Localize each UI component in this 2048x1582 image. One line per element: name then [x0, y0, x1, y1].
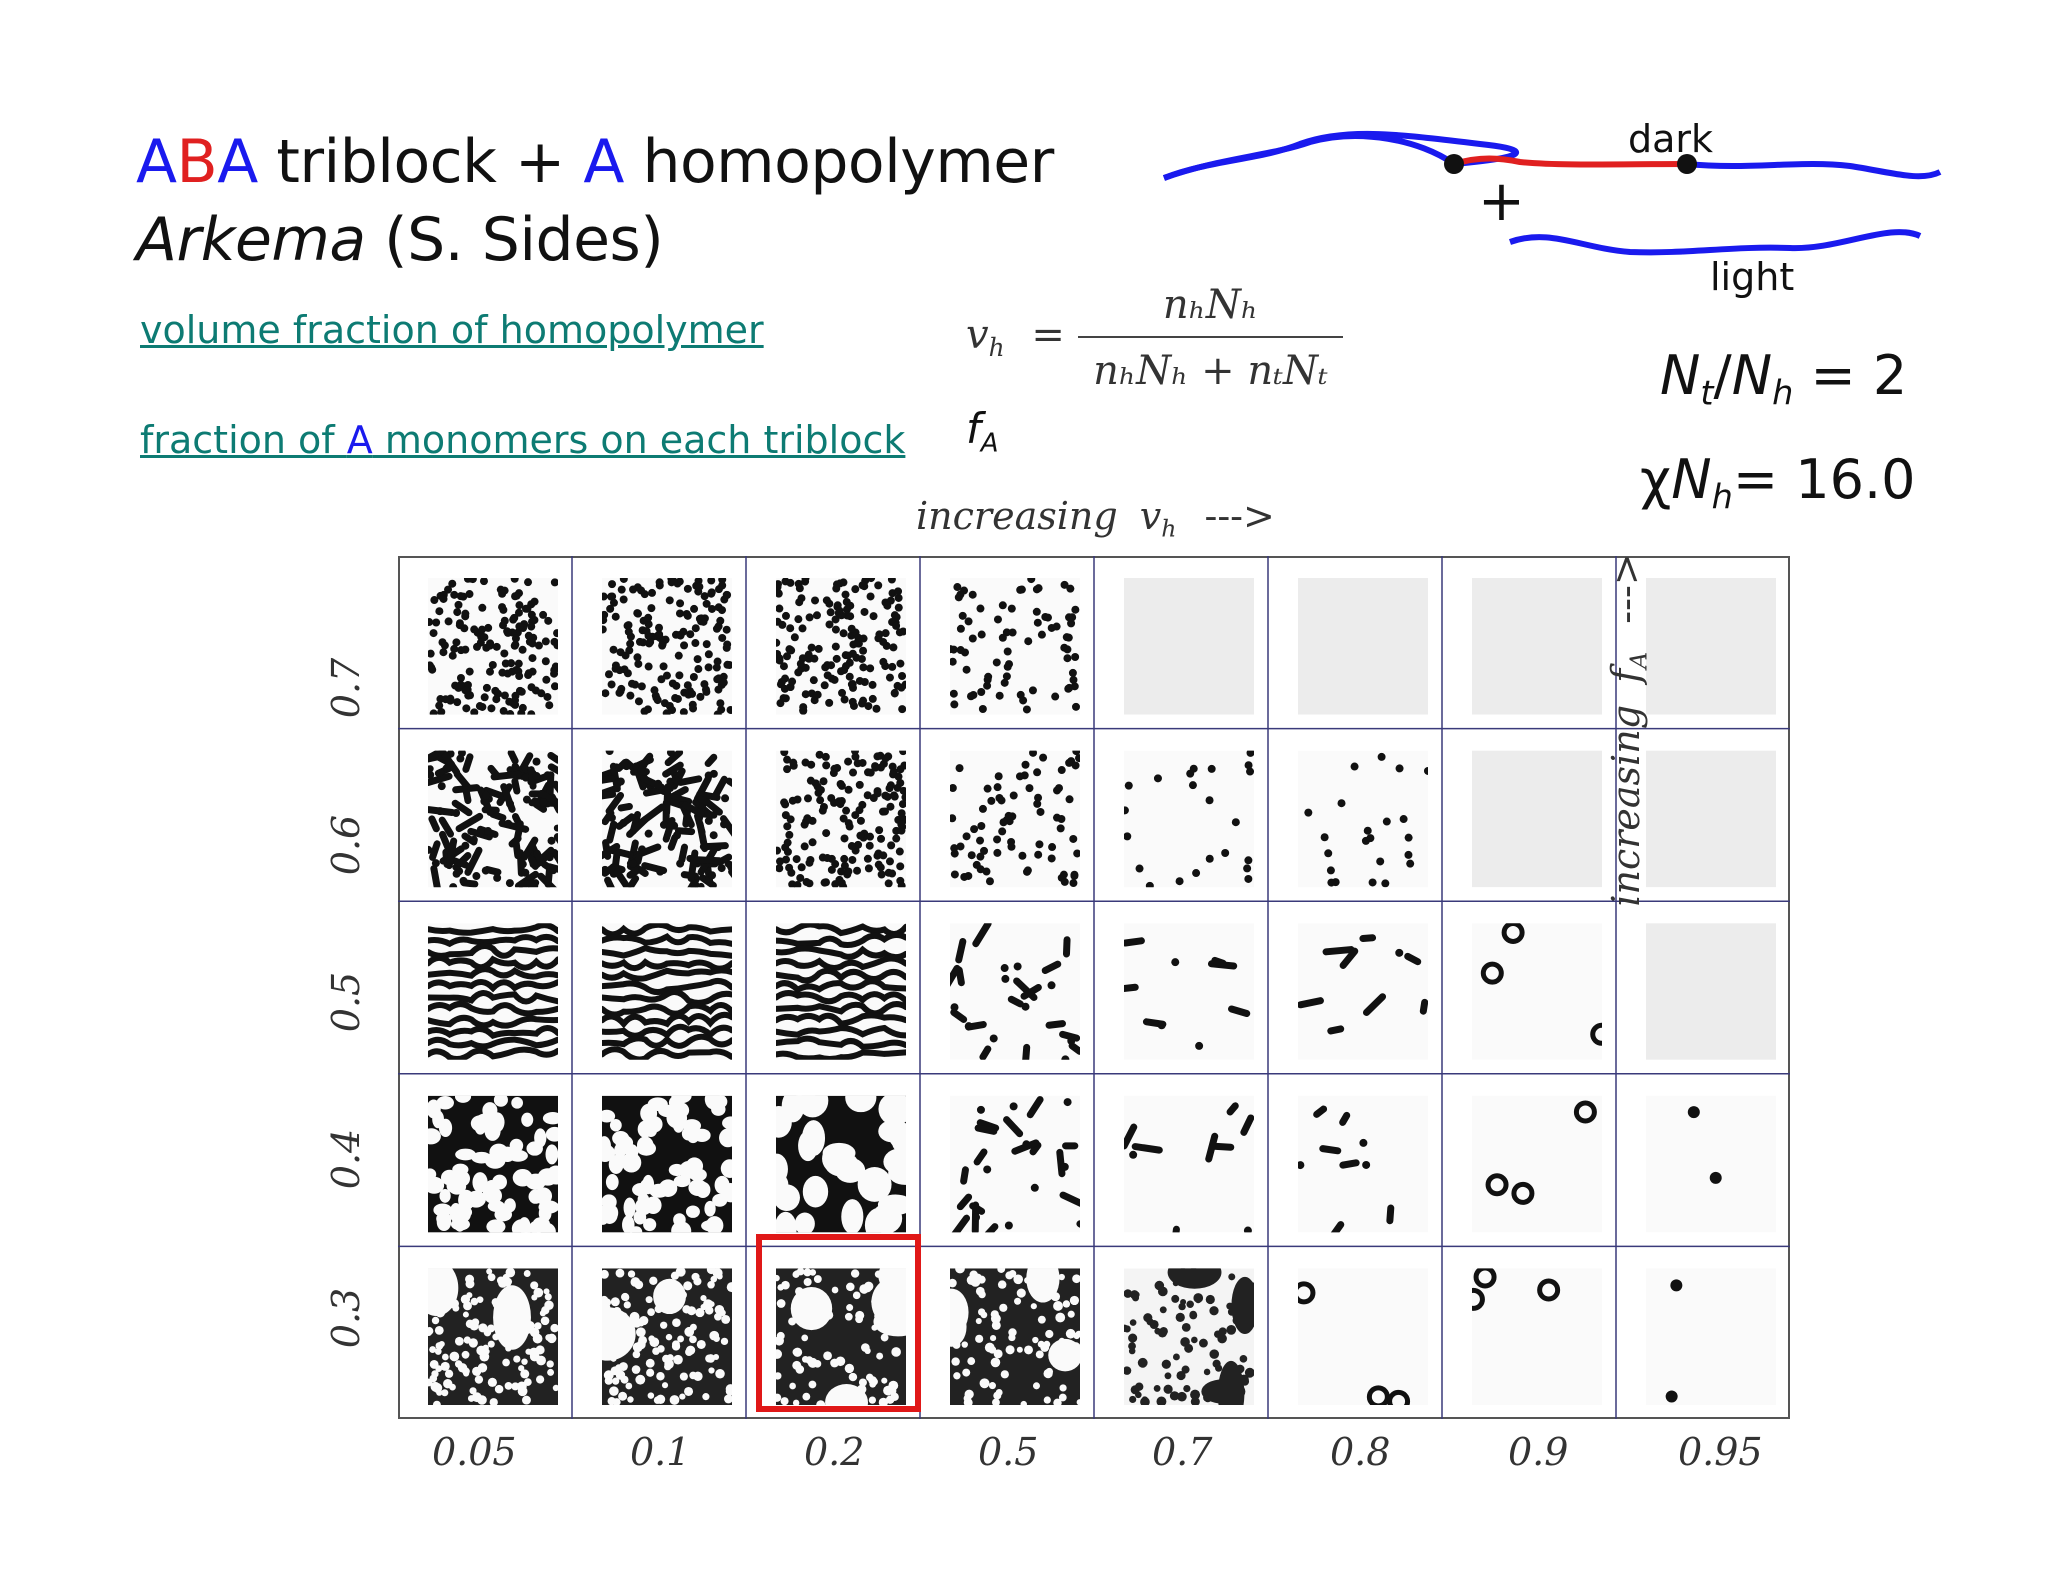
x-tick-2: 0.2 — [804, 1430, 865, 1474]
morphology-cell-r4-c1 — [602, 1268, 732, 1406]
morphology-cell-r1-c6 — [1472, 750, 1602, 888]
triblock-A-right-block — [1686, 161, 1942, 180]
equation-denominator: nₕNₕ + nₜNₜ — [1093, 348, 1328, 394]
x-tick-0: 0.05 — [432, 1430, 517, 1474]
title-line-1: ABA triblock + A homopolymer — [136, 127, 1054, 197]
junction-point-right — [1677, 154, 1697, 174]
morphology-cell-r3-c0 — [428, 1095, 558, 1233]
equation-lhs: vh = — [966, 312, 1065, 362]
equation-numerator: nₕNₕ — [1162, 282, 1259, 328]
length-ratio: Nt/Nh = 2 — [1660, 344, 1908, 413]
morphology-cell-r3-c1 — [602, 1095, 732, 1233]
morphology-cell-r4-c5 — [1298, 1268, 1428, 1406]
morphology-cell-r2-c0 — [428, 923, 558, 1060]
morphology-cell-r1-c3 — [950, 750, 1080, 888]
morphology-cell-r1-c2 — [776, 750, 906, 888]
junction-point-left — [1444, 154, 1464, 174]
morphology-cell-r1-c4 — [1124, 750, 1254, 888]
triblock-A-left-path — [1162, 133, 1456, 181]
morphology-cell-r2-c4 — [1124, 923, 1254, 1060]
morphology-cell-r4-c6 — [1472, 1268, 1602, 1405]
top-axis-label: increasing vh ---> — [916, 494, 1275, 543]
homopolymer-chain — [1509, 229, 1922, 256]
chi-parameter: χNh= 16.0 — [1640, 448, 1916, 517]
morphology-cell-r4-c0 — [428, 1268, 558, 1406]
x-tick-3: 0.5 — [978, 1430, 1039, 1474]
morphology-cell-r2-c1 — [602, 923, 732, 1060]
polymer-schematic: dark light + — [1162, 117, 1942, 299]
x-tick-1: 0.1 — [630, 1430, 691, 1474]
x-tick-4: 0.7 — [1152, 1430, 1213, 1474]
morphology-cell-r0-c2 — [776, 578, 906, 715]
plus-sign: + — [1478, 169, 1525, 234]
morphology-cell-r3-c7 — [1646, 1095, 1776, 1233]
y-tick-1: 0.6 — [324, 814, 368, 876]
y-tick-4: 0.3 — [324, 1287, 368, 1349]
morphology-cell-r0-c6 — [1472, 578, 1602, 715]
light-label: light — [1710, 255, 1794, 299]
morphology-cell-r0-c7 — [1646, 578, 1776, 715]
morphology-cell-r3-c6 — [1472, 1095, 1602, 1233]
morphology-cell-r0-c1 — [602, 578, 732, 715]
morphology-cell-r2-c2 — [776, 923, 906, 1060]
morphology-cell-r3-c3 — [950, 1095, 1080, 1233]
morphology-cell-r2-c7 — [1646, 923, 1776, 1060]
title-line-2: Arkema (S. Sides) — [136, 205, 664, 275]
fraction-bar — [1078, 336, 1343, 338]
fA-symbol: fA — [966, 404, 999, 459]
y-tick-2: 0.5 — [324, 971, 368, 1033]
morphology-cell-r1-c5 — [1298, 750, 1428, 888]
fraction-A-link[interactable]: fraction of A monomers on each triblock — [140, 418, 906, 462]
morphology-cell-r0-c5 — [1298, 578, 1428, 715]
morphology-cell-r2-c3 — [950, 923, 1080, 1060]
dark-label: dark — [1628, 117, 1713, 161]
morphology-cell-r2-c6 — [1472, 923, 1602, 1060]
highlighted-cell[interactable] — [756, 1234, 921, 1412]
triblock-B-block — [1453, 155, 1688, 168]
morphology-cell-r3-c4 — [1124, 1095, 1254, 1233]
y-tick-3: 0.4 — [324, 1128, 368, 1190]
morphology-cell-r4-c7 — [1646, 1268, 1776, 1405]
morphology-cell-r0-c3 — [950, 578, 1080, 715]
morphology-cell-r3-c2 — [776, 1095, 906, 1233]
morphology-cell-r1-c7 — [1646, 750, 1776, 888]
volume-fraction-link[interactable]: volume fraction of homopolymer — [140, 308, 764, 352]
morphology-cell-r3-c5 — [1298, 1095, 1428, 1233]
morphology-cell-r2-c5 — [1298, 923, 1428, 1060]
x-tick-5: 0.8 — [1330, 1430, 1391, 1474]
morphology-grid — [398, 556, 1790, 1419]
x-tick-7: 0.95 — [1678, 1430, 1763, 1474]
morphology-cell-r0-c4 — [1124, 578, 1254, 715]
morphology-cell-r4-c4 — [1124, 1268, 1254, 1406]
x-tick-6: 0.9 — [1508, 1430, 1569, 1474]
morphology-cell-r4-c2 — [776, 1268, 906, 1406]
morphology-cell-r4-c3 — [950, 1268, 1080, 1406]
triblock-A-left-block — [1162, 130, 1519, 181]
morphology-cell-r1-c0 — [428, 750, 558, 888]
morphology-cell-r1-c1 — [602, 750, 732, 888]
morphology-cell-r0-c0 — [428, 578, 558, 715]
right-axis-label: increasing fA ---> — [1604, 553, 1653, 907]
y-tick-0: 0.7 — [324, 657, 368, 719]
